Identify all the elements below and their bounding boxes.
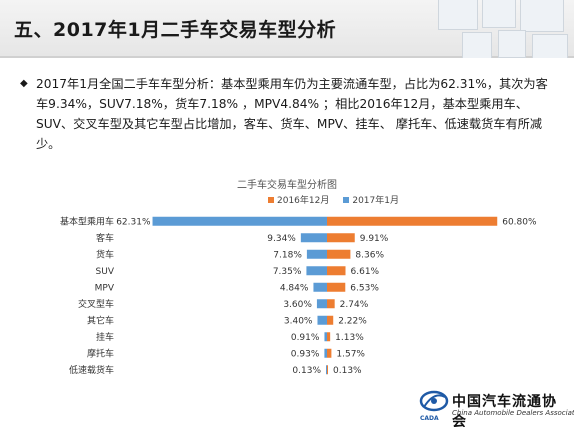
summary-paragraph: ◆ 2017年1月全国二手车车型分析：基本型乘用车仍为主要流通车型，占比为62.…: [20, 74, 550, 154]
bar-2016-12: [327, 332, 331, 342]
bar-2016-12: [327, 365, 328, 375]
bar-2017-01: [306, 266, 327, 276]
category-label: 其它车: [87, 314, 114, 326]
value-label-2017-01: 0.13%: [292, 366, 321, 376]
diamond-bullet-icon: ◆: [20, 78, 28, 89]
category-label: 交叉型车: [78, 298, 114, 310]
value-label-2017-01: 7.18%: [273, 250, 302, 260]
category-label: MPV: [95, 283, 115, 293]
bar-2017-01: [317, 315, 327, 325]
value-label-2016-12: 6.61%: [351, 267, 380, 277]
value-label-2016-12: 1.57%: [336, 349, 365, 359]
bar-2017-01: [152, 216, 327, 226]
page-title: 五、2017年1月二手车交易车型分析: [14, 19, 337, 41]
value-label-2017-01: 9.34%: [267, 234, 296, 244]
category-label: 挂车: [96, 331, 114, 343]
header-band: 五、2017年1月二手车交易车型分析: [0, 0, 574, 58]
bar-2017-01: [313, 282, 327, 292]
category-label: SUV: [96, 267, 115, 277]
legend-label: 2016年12月: [277, 196, 330, 206]
bar-2017-01: [324, 348, 327, 358]
bar-2016-12: [327, 216, 498, 226]
logo-name-en: China Automobile Dealers Association: [452, 409, 574, 417]
bar-2017-01: [306, 249, 327, 259]
logo-name-cn: 中国汽车流通协会: [452, 394, 557, 427]
bar-2017-01: [324, 332, 327, 342]
legend-swatch-blue: [343, 196, 350, 203]
bar-2016-12: [327, 266, 346, 276]
category-label: 基本型乘用车: [60, 215, 114, 227]
chart-legend: 2016年12月 2017年1月: [268, 193, 413, 206]
value-label-2016-12: 1.13%: [335, 333, 364, 343]
bar-2016-12: [327, 315, 334, 325]
logo-abbr: CADA: [420, 415, 439, 422]
value-label-2017-01: 4.84%: [280, 283, 309, 293]
value-label-2017-01: 62.31%: [116, 217, 151, 227]
chart-title: 二手车交易车型分析图: [237, 180, 337, 191]
value-label-2016-12: 2.22%: [338, 316, 367, 326]
value-label-2016-12: 6.53%: [350, 283, 379, 293]
header-decoration: [418, 0, 574, 58]
value-label-2016-12: 2.74%: [340, 300, 369, 310]
cada-logo: CADA 中国汽车流通协会 China Automobile Dealers A…: [414, 385, 574, 427]
category-label: 客车: [96, 232, 114, 244]
bar-2016-12: [327, 282, 346, 292]
legend-swatch-orange: [268, 196, 274, 203]
value-label-2017-01: 3.40%: [284, 316, 313, 326]
diverging-bar-chart: 基本型乘用车 62.31% 60.80% 客车 9.34% 9.91% 货车 7.18% 8.3…: [60, 215, 537, 376]
value-label-2017-01: 0.93%: [291, 349, 320, 359]
value-label-2017-01: 7.35%: [273, 267, 302, 277]
bar-2017-01: [300, 233, 327, 243]
bar-2016-12: [327, 348, 332, 358]
value-label-2016-12: 0.13%: [333, 366, 362, 376]
category-label: 低速载货车: [69, 364, 114, 376]
bar-2016-12: [327, 249, 351, 259]
category-label: 货车: [96, 248, 114, 260]
value-label-2017-01: 3.60%: [283, 300, 312, 310]
bar-2016-12: [327, 299, 335, 309]
legend-label: 2017年1月: [352, 196, 399, 206]
bar-2017-01: [326, 365, 327, 375]
bar-2017-01: [316, 299, 327, 309]
cada-emblem-icon: [419, 390, 449, 412]
legend-item-2017-01: 2017年1月: [343, 193, 399, 206]
summary-text: 2017年1月全国二手车车型分析：基本型乘用车仍为主要流通车型，占比为62.31…: [36, 77, 548, 151]
value-label-2017-01: 0.91%: [291, 333, 320, 343]
value-label-2016-12: 9.91%: [360, 234, 389, 244]
bar-2016-12: [327, 233, 355, 243]
value-label-2016-12: 8.36%: [355, 250, 384, 260]
legend-item-2016-12: 2016年12月: [268, 193, 329, 206]
category-label: 摩托车: [87, 347, 114, 359]
value-label-2016-12: 60.80%: [502, 217, 537, 227]
